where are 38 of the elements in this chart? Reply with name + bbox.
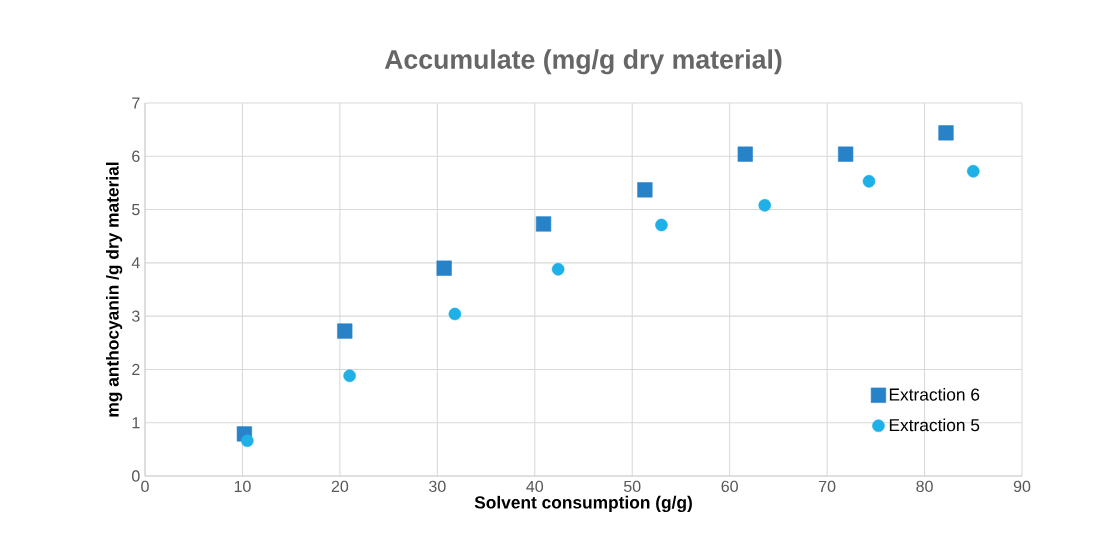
x-tick-label: 90 [1013,480,1031,493]
y-tick-label: 5 [132,204,140,216]
x-tick-label: 60 [721,480,738,493]
x-tick-label: 70 [819,480,836,493]
legend-label: Extraction 6 [889,387,980,401]
y-tick-label: 3 [132,310,140,322]
point [343,369,356,383]
point [241,434,254,448]
point [448,307,462,321]
point [551,262,565,276]
x-tick-label: 80 [916,480,933,493]
y-tick-label: 0 [132,470,140,482]
point [637,182,653,198]
y-tick-label: 4 [131,257,140,269]
point [655,218,668,232]
y-tick-label: 6 [132,150,140,162]
point [967,164,980,178]
chart-title: Accumulate (mg/g dry material) [384,49,782,75]
point [737,146,753,162]
y-axis-title: mg anthocyanin /g dry material [106,162,123,417]
y-tick-label: 2 [132,363,140,376]
point [535,216,552,232]
y-tick-label: 7 [132,97,140,109]
x-axis-title: Solvent consumption (g/g) [474,495,692,513]
x-tick-label: 10 [234,480,251,493]
point [938,125,954,141]
point [436,260,452,276]
point [758,199,772,212]
point [838,146,854,162]
x-tick-label: 30 [429,480,446,493]
y-tick-label: 1 [132,417,140,429]
point [337,323,353,339]
point [862,175,876,188]
x-tick-label: 50 [623,480,641,493]
x-tick-label: 0 [141,480,149,493]
x-tick-label: 40 [526,480,544,493]
x-tick-label: 20 [331,480,349,493]
legend-label: Extraction 5 [889,418,980,432]
